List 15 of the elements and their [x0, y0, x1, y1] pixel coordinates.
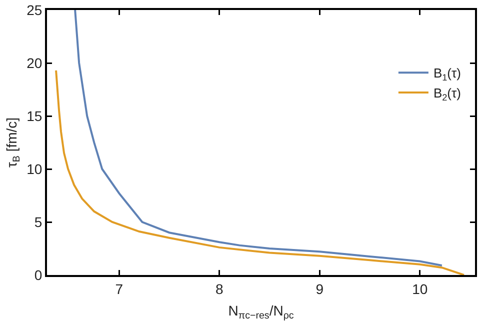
y-tick-label: 5	[34, 214, 42, 230]
line-series	[55, 69, 465, 275]
line-series	[74, 10, 443, 266]
y-tick-label: 0	[34, 266, 42, 283]
x-tick-label: 10	[412, 280, 428, 297]
legend-label: B$_{2}$(τ)	[433, 86, 461, 102]
legend-label: B$_{1}$(τ)	[433, 66, 461, 82]
y-tick-label: 15	[26, 108, 42, 124]
x-axis-title: N$_{πc−res}$/N$_{ρc}$	[228, 302, 294, 322]
y-tick-label: 10	[26, 160, 42, 177]
y-tick-label: 20	[26, 54, 42, 71]
x-tick-label: 9	[316, 280, 324, 297]
x-tick-label: 7	[115, 280, 124, 297]
x-tick-label: 8	[216, 280, 224, 297]
y-tick-label: 25	[26, 2, 42, 18]
